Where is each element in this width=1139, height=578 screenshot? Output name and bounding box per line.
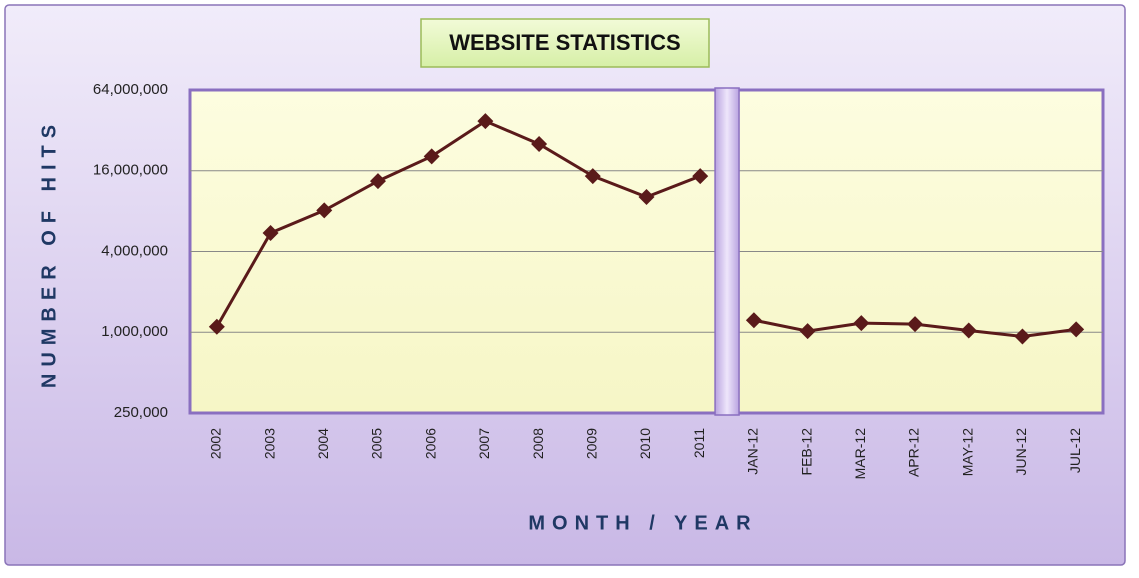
data-point	[692, 168, 709, 185]
x-tick-label: 2007	[476, 428, 492, 459]
x-tick-label: 2008	[530, 428, 546, 459]
data-point	[262, 224, 279, 241]
data-point	[853, 315, 870, 332]
data-point	[531, 136, 548, 153]
y-tick-label: 250,000	[114, 404, 168, 421]
x-tick-label: 2004	[315, 428, 331, 459]
chart-title: WEBSITE STATISTICS	[449, 30, 680, 55]
data-line	[215, 119, 701, 328]
y-tick-label: 1,000,000	[101, 323, 168, 340]
x-tick-label: 2006	[422, 428, 438, 459]
data-point	[799, 323, 816, 340]
data-point	[745, 312, 762, 329]
x-axis-title: MONTH / YEAR	[528, 512, 757, 534]
data-point	[208, 318, 225, 335]
data-point	[369, 173, 386, 190]
x-tick-label: JUL-12	[1067, 428, 1083, 473]
data-point	[907, 316, 924, 333]
x-tick-label: 2011	[691, 428, 707, 458]
data-point	[1068, 321, 1085, 338]
x-tick-label: MAY-12	[959, 428, 975, 476]
x-tick-label: 2005	[369, 428, 385, 459]
x-tick-label: 2003	[261, 428, 277, 459]
data-point	[477, 113, 494, 130]
x-tick-label: FEB-12	[798, 428, 814, 476]
y-tick-label: 16,000,000	[93, 162, 168, 179]
data-point	[1014, 328, 1031, 345]
y-tick-label: 64,000,000	[93, 81, 168, 98]
x-tick-label: MAR-12	[852, 428, 868, 480]
x-tick-label: JAN-12	[745, 428, 761, 475]
data-point	[960, 322, 977, 339]
x-tick-label: 2009	[583, 428, 599, 459]
x-tick-label: 2010	[637, 428, 653, 459]
series-divider	[714, 87, 740, 416]
y-axis-title: NUMBER OF HITS	[38, 118, 60, 388]
data-point	[638, 188, 655, 205]
x-tick-label: 2002	[208, 428, 224, 459]
x-tick-label: JUN-12	[1013, 428, 1029, 476]
x-tick-label: APR-12	[906, 428, 922, 477]
data-point	[316, 202, 333, 219]
y-tick-label: 4,000,000	[101, 242, 168, 259]
title-box	[420, 18, 710, 68]
data-point	[423, 148, 440, 165]
data-point	[584, 168, 601, 185]
